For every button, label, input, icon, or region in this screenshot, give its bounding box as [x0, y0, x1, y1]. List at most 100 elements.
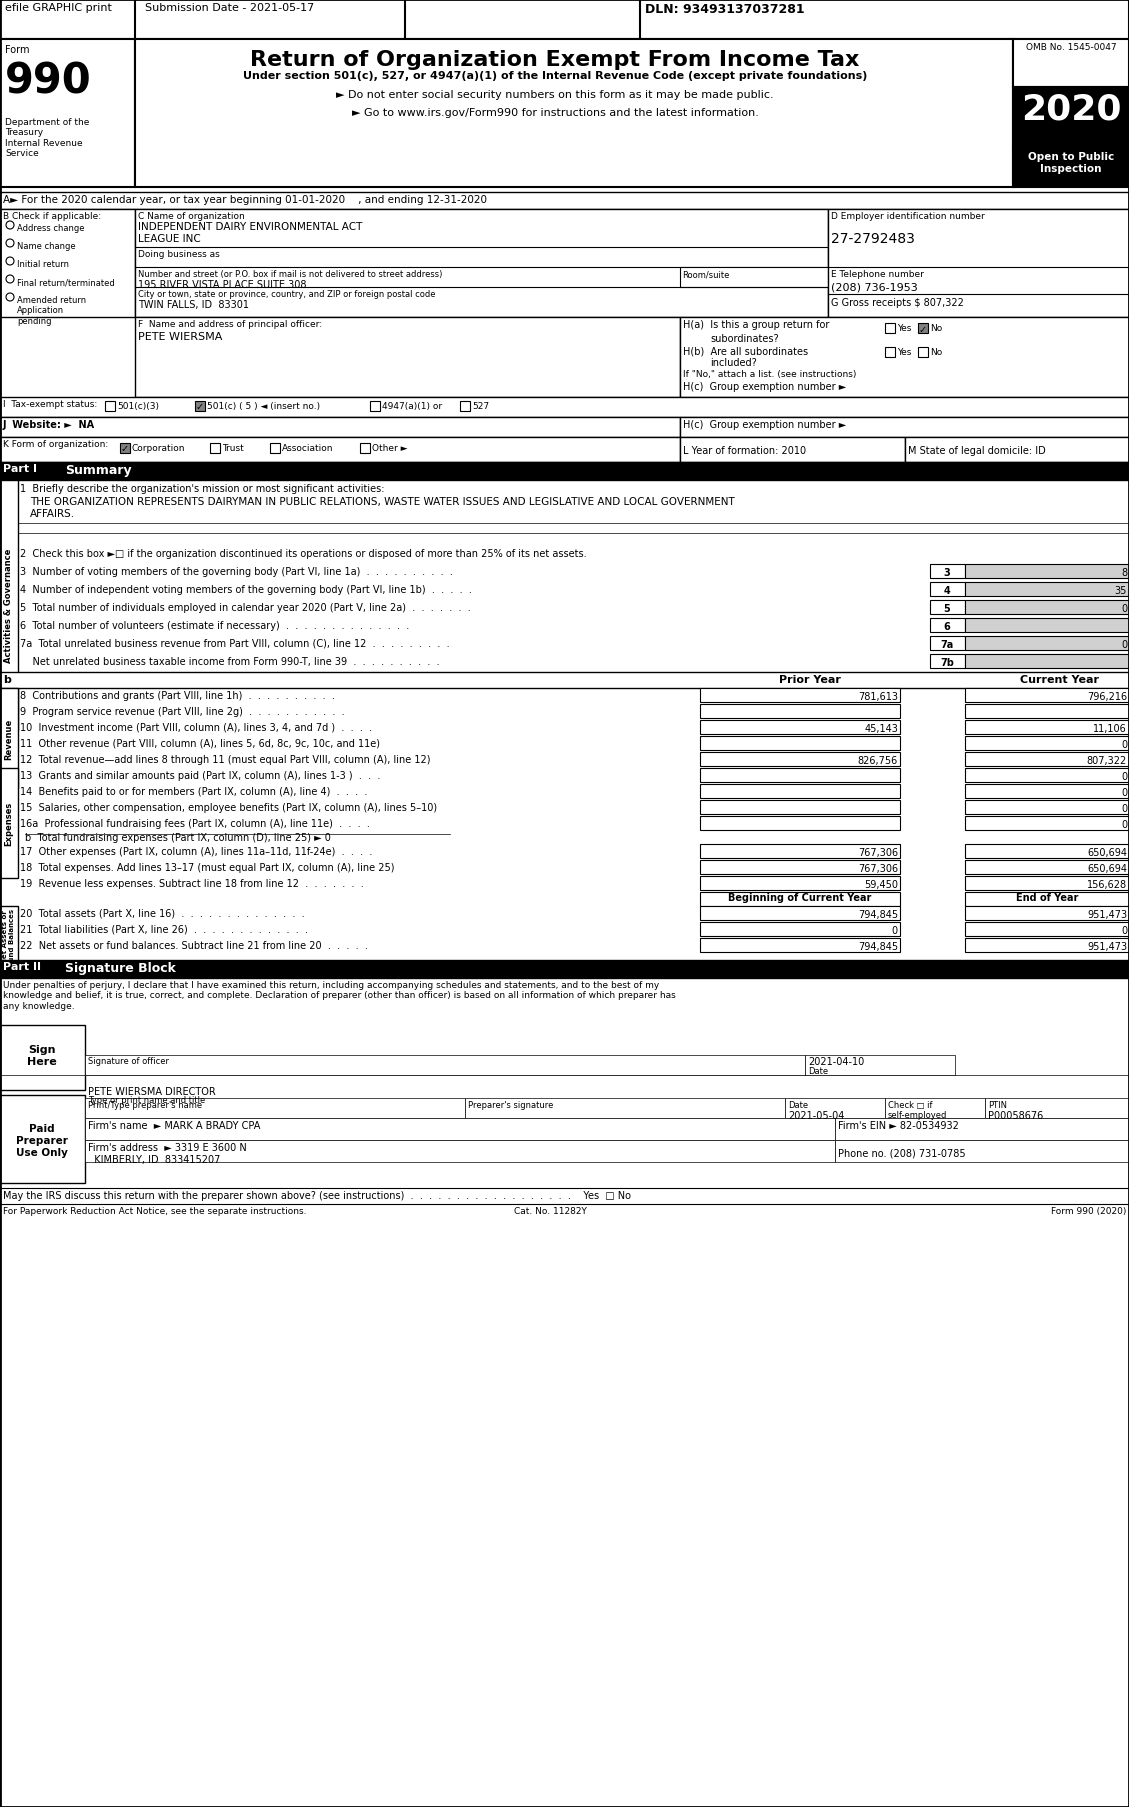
Bar — [700, 923, 900, 936]
Text: INDEPENDENT DAIRY ENVIRONMENTAL ACT
LEAGUE INC: INDEPENDENT DAIRY ENVIRONMENTAL ACT LEAG… — [138, 222, 362, 244]
Bar — [700, 737, 900, 750]
Text: 5  Total number of individuals employed in calendar year 2020 (Part V, line 2a) : 5 Total number of individuals employed i… — [20, 604, 471, 613]
Bar — [965, 618, 1129, 632]
Bar — [700, 876, 900, 891]
Text: Form: Form — [5, 45, 29, 54]
Text: Under section 501(c), 527, or 4947(a)(1) of the Internal Revenue Code (except pr: Under section 501(c), 527, or 4947(a)(1)… — [243, 70, 867, 81]
Text: 16a  Professional fundraising fees (Part IX, column (A), line 11e)  .  .  .  .: 16a Professional fundraising fees (Part … — [20, 819, 370, 829]
Text: 3  Number of voting members of the governing body (Part VI, line 1a)  .  .  .  .: 3 Number of voting members of the govern… — [20, 567, 453, 576]
Text: b  Total fundraising expenses (Part IX, column (D), line 25) ► 0: b Total fundraising expenses (Part IX, c… — [25, 833, 331, 842]
Bar — [905, 437, 1129, 463]
Text: Under penalties of perjury, I declare that I have examined this return, includin: Under penalties of perjury, I declare th… — [3, 981, 676, 1010]
Text: 156,628: 156,628 — [1087, 880, 1127, 889]
Text: 0: 0 — [892, 925, 898, 936]
Bar — [930, 636, 965, 651]
Text: May the IRS discuss this return with the preparer shown above? (see instructions: May the IRS discuss this return with the… — [3, 1191, 631, 1200]
Text: P00058676: P00058676 — [988, 1109, 1043, 1120]
Bar — [965, 721, 1129, 735]
Bar — [680, 267, 828, 287]
Bar — [1013, 40, 1129, 89]
Text: 3: 3 — [944, 567, 951, 578]
Text: Yes: Yes — [898, 323, 911, 332]
Text: D Employer identification number: D Employer identification number — [831, 211, 984, 220]
Text: Revenue: Revenue — [5, 717, 14, 759]
Bar — [700, 721, 900, 735]
Bar — [805, 1055, 955, 1075]
Text: 27-2792483: 27-2792483 — [831, 231, 914, 246]
Bar — [680, 318, 1129, 398]
Bar — [85, 1099, 465, 1119]
Text: Preparer's signature: Preparer's signature — [469, 1100, 553, 1109]
Text: 13  Grants and similar amounts paid (Part IX, column (A), lines 1-3 )  .  .  .: 13 Grants and similar amounts paid (Part… — [20, 770, 380, 781]
Bar — [700, 752, 900, 766]
Text: 990: 990 — [5, 60, 91, 101]
Bar — [460, 401, 470, 412]
Text: Current Year: Current Year — [1021, 674, 1100, 685]
Text: If "No," attach a list. (see instructions): If "No," attach a list. (see instruction… — [683, 370, 857, 379]
Text: Signature of officer: Signature of officer — [88, 1057, 169, 1066]
Bar — [0, 398, 1129, 417]
Text: Summary: Summary — [65, 464, 132, 477]
Text: 5: 5 — [944, 604, 951, 614]
Bar — [0, 768, 18, 878]
Bar — [918, 347, 928, 358]
Text: 12  Total revenue—add lines 8 through 11 (must equal Part VIII, column (A), line: 12 Total revenue—add lines 8 through 11 … — [20, 755, 430, 764]
Text: PETE WIERSMA: PETE WIERSMA — [138, 332, 222, 342]
Text: DLN: 93493137037281: DLN: 93493137037281 — [645, 4, 805, 16]
Text: Form 990 (2020): Form 990 (2020) — [1051, 1207, 1126, 1216]
Text: PETE WIERSMA DIRECTOR: PETE WIERSMA DIRECTOR — [88, 1086, 216, 1097]
Text: I  Tax-exempt status:: I Tax-exempt status: — [3, 399, 97, 408]
Text: Type or print name and title: Type or print name and title — [88, 1095, 205, 1104]
Text: 0: 0 — [1121, 772, 1127, 782]
Text: 781,613: 781,613 — [858, 692, 898, 701]
Text: Yes: Yes — [898, 347, 911, 356]
Text: Beginning of Current Year: Beginning of Current Year — [728, 893, 872, 902]
Bar — [965, 817, 1129, 831]
Text: TWIN FALLS, ID  83301: TWIN FALLS, ID 83301 — [138, 300, 250, 309]
Text: Corporation: Corporation — [132, 445, 185, 454]
Text: Sign
Here: Sign Here — [27, 1044, 56, 1066]
Bar — [370, 401, 380, 412]
Text: 527: 527 — [472, 401, 489, 410]
Text: (208) 736-1953: (208) 736-1953 — [831, 282, 918, 293]
Bar — [965, 893, 1129, 907]
Text: H(a)  Is this a group return for: H(a) Is this a group return for — [683, 320, 830, 331]
Text: Net unrelated business taxable income from Form 990-T, line 39  .  .  .  .  .  .: Net unrelated business taxable income fr… — [20, 656, 439, 667]
Text: For Paperwork Reduction Act Notice, see the separate instructions.: For Paperwork Reduction Act Notice, see … — [3, 1207, 306, 1216]
Text: C Name of organization: C Name of organization — [138, 211, 245, 220]
Bar — [930, 582, 965, 596]
Text: KIMBERLY, ID  833415207: KIMBERLY, ID 833415207 — [88, 1155, 220, 1164]
Text: 2  Check this box ►□ if the organization discontinued its operations or disposed: 2 Check this box ►□ if the organization … — [20, 549, 587, 558]
Bar — [885, 1099, 984, 1119]
Bar — [1013, 89, 1129, 148]
Text: 951,473: 951,473 — [1087, 909, 1127, 920]
Bar — [965, 564, 1129, 578]
Bar — [0, 437, 680, 463]
Text: B Check if applicable:: B Check if applicable: — [3, 211, 102, 220]
Bar — [965, 705, 1129, 719]
Text: Date: Date — [808, 1066, 829, 1075]
Bar — [835, 1140, 1129, 1162]
Bar — [360, 445, 370, 454]
Bar — [0, 481, 18, 730]
Bar — [700, 893, 900, 907]
Bar — [85, 1055, 805, 1075]
Text: 0: 0 — [1121, 820, 1127, 829]
Bar — [965, 737, 1129, 750]
Text: Trust: Trust — [222, 445, 244, 454]
Bar — [465, 1099, 785, 1119]
Bar — [965, 876, 1129, 891]
Bar — [700, 688, 900, 703]
Bar — [135, 210, 828, 318]
Text: Firm's EIN ► 82-0534932: Firm's EIN ► 82-0534932 — [838, 1120, 959, 1131]
Text: 10  Investment income (Part VIII, column (A), lines 3, 4, and 7d )  .  .  .  .: 10 Investment income (Part VIII, column … — [20, 723, 373, 732]
Text: Activities & Governance: Activities & Governance — [5, 549, 14, 663]
Text: Net Assets or
Fund Balances: Net Assets or Fund Balances — [2, 907, 16, 965]
Text: A► For the 2020 calendar year, or tax year beginning 01-01-2020    , and ending : A► For the 2020 calendar year, or tax ye… — [3, 195, 487, 204]
Bar — [0, 1025, 85, 1090]
Text: 0: 0 — [1121, 804, 1127, 813]
Text: L Year of formation: 2010: L Year of formation: 2010 — [683, 446, 806, 455]
Text: Cat. No. 11282Y: Cat. No. 11282Y — [514, 1207, 586, 1216]
Text: Other ►: Other ► — [371, 445, 408, 454]
Text: Phone no. (208) 731-0785: Phone no. (208) 731-0785 — [838, 1149, 965, 1158]
